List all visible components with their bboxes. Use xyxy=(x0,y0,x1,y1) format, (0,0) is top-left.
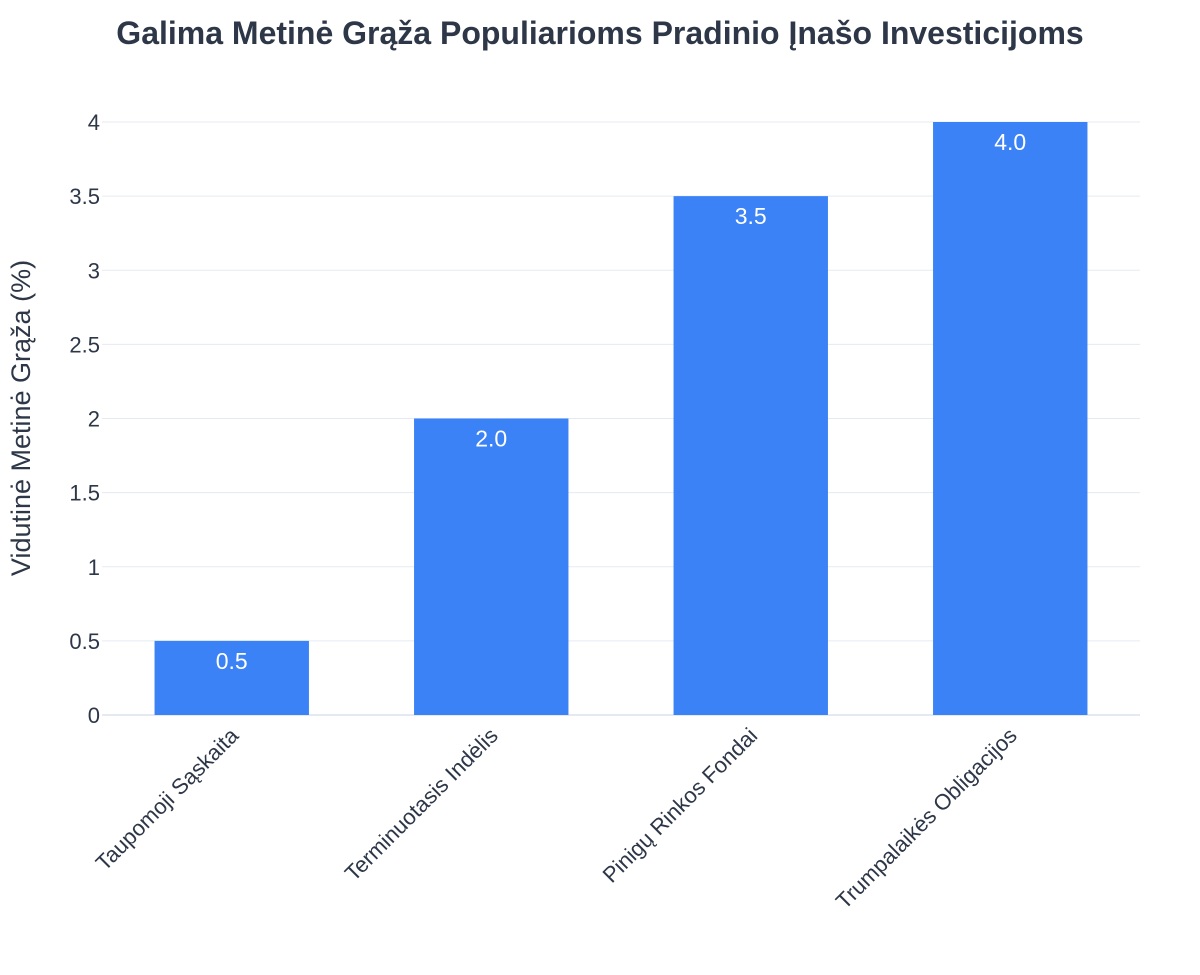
y-axis-label: Vidutinė Metinė Grąža (%) xyxy=(6,260,36,576)
x-axis-ticks: Taupomoji Sąskaita Terminuotasis Indėlis P… xyxy=(91,722,1022,913)
data-label: 0.5 xyxy=(216,648,248,674)
y-tick-label: 0.5 xyxy=(69,629,100,654)
y-tick-label: 1.5 xyxy=(69,481,100,506)
chart-title: Galima Metinė Grąža Populiarioms Pradini… xyxy=(116,15,1083,51)
data-label: 4.0 xyxy=(994,129,1026,155)
x-tick-label: Trumpalaikės Obligacijos xyxy=(831,723,1022,914)
x-tick-label: Terminuotasis Indėlis xyxy=(340,723,503,886)
y-tick-label: 4 xyxy=(88,110,100,135)
y-tick-label: 2.5 xyxy=(69,332,100,357)
x-tick-label: Pinigų Rinkos Fondai xyxy=(598,723,763,888)
y-tick-label: 2 xyxy=(88,407,100,432)
y-tick-label: 3 xyxy=(88,258,100,283)
bar xyxy=(933,122,1088,715)
y-tick-label: 0 xyxy=(88,703,100,728)
x-tick-label: Taupomoji Sąskaita xyxy=(91,722,244,875)
y-axis-ticks: 0 0.5 1 1.5 2 2.5 3 3.5 4 xyxy=(69,110,100,728)
data-label: 3.5 xyxy=(735,203,767,229)
bar xyxy=(414,418,569,715)
y-tick-label: 3.5 xyxy=(69,184,100,209)
bar xyxy=(673,196,828,715)
data-label: 2.0 xyxy=(475,426,507,452)
bar xyxy=(154,640,309,715)
y-tick-label: 1 xyxy=(88,555,100,580)
bars: 0.5 2.0 3.5 4.0 xyxy=(154,122,1088,715)
